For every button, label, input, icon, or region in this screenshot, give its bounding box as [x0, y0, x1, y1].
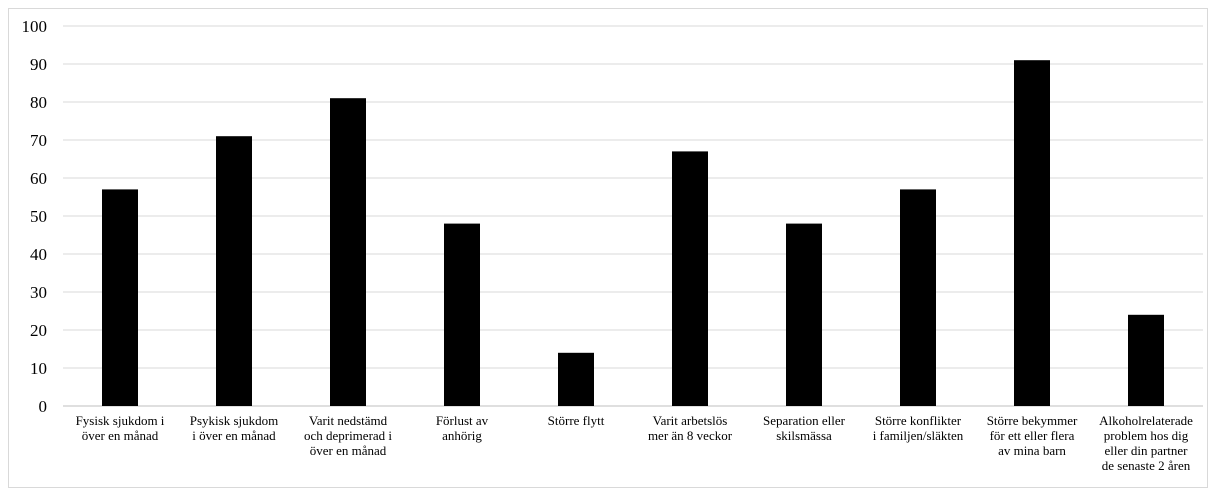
- x-category-label: Alkoholrelaterade: [1099, 413, 1193, 428]
- y-tick-label: 50: [30, 207, 47, 226]
- bar: [786, 223, 822, 406]
- bar: [330, 98, 366, 406]
- y-tick-label: 80: [30, 93, 47, 112]
- bar: [900, 189, 936, 406]
- x-category-label: Större flytt: [548, 413, 605, 428]
- x-category-label: Separation eller: [763, 413, 846, 428]
- bar: [672, 151, 708, 406]
- x-category-label: och deprimerad i: [304, 428, 392, 443]
- x-category-label: för ett eller flera: [990, 428, 1075, 443]
- y-tick-label: 20: [30, 321, 47, 340]
- y-tick-label: 100: [22, 17, 48, 36]
- chart-frame: 0 10 20 30 40 50 60 70 80 90 100 Fysisk sjukdom i öv…: [8, 8, 1208, 488]
- x-category-label: Större konflikter: [875, 413, 962, 428]
- x-category-label: Fysisk sjukdom i: [76, 413, 165, 428]
- x-category-label: i familjen/släkten: [873, 428, 964, 443]
- x-category-label: över en månad: [82, 428, 159, 443]
- y-tick-label: 0: [39, 397, 48, 416]
- bar: [558, 352, 594, 406]
- x-category-label: Större bekymmer: [987, 413, 1078, 428]
- x-category-label: Psykisk sjukdom: [190, 413, 279, 428]
- y-tick-label: 70: [30, 131, 47, 150]
- y-tick-label: 10: [30, 359, 47, 378]
- x-category-label: mer än 8 veckor: [648, 428, 733, 443]
- x-category-label: Varit nedstämd: [309, 413, 388, 428]
- y-tick-label: 60: [30, 169, 47, 188]
- x-category-label: anhörig: [442, 428, 482, 443]
- x-category-label: eller din partner: [1104, 443, 1188, 458]
- y-tick-label: 40: [30, 245, 47, 264]
- y-tick-label: 30: [30, 283, 47, 302]
- bar: [444, 223, 480, 406]
- x-category-label: i över en månad: [192, 428, 276, 443]
- bar: [1014, 60, 1050, 406]
- bar: [1128, 314, 1164, 406]
- bar: [102, 189, 138, 406]
- x-category-label: över en månad: [310, 443, 387, 458]
- bar: [216, 136, 252, 406]
- x-category-label: av mina barn: [998, 443, 1066, 458]
- y-tick-label: 90: [30, 55, 47, 74]
- x-category-label: de senaste 2 åren: [1102, 458, 1191, 473]
- x-category-label: skilsmässa: [776, 428, 832, 443]
- x-category-label: Varit arbetslös: [653, 413, 728, 428]
- x-category-label: problem hos dig: [1104, 428, 1189, 443]
- x-category-label: Förlust av: [436, 413, 489, 428]
